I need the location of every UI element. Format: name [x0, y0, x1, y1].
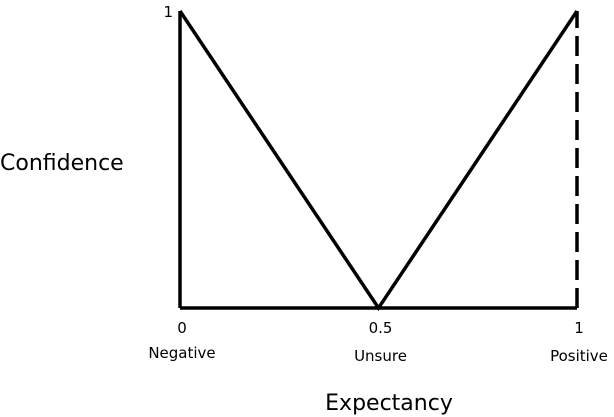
x-axis-title: Expectancy — [325, 391, 453, 416]
x-tick-label: 0 — [177, 319, 187, 337]
tick-labels: 0 Negative 0.5 Unsure 1 Positive 1 — [148, 3, 608, 365]
series-lines — [178, 10, 579, 312]
v-curve-line — [178, 10, 579, 312]
y-tick-label: 1 — [163, 3, 173, 21]
x-category-label: Unsure — [354, 347, 407, 365]
x-tick-label: 1 — [574, 319, 584, 337]
x-category-label: Positive — [550, 347, 608, 365]
x-category-label: Negative — [148, 344, 215, 362]
x-tick-label: 0.5 — [369, 319, 393, 337]
y-axis-title: Confidence — [0, 151, 124, 176]
